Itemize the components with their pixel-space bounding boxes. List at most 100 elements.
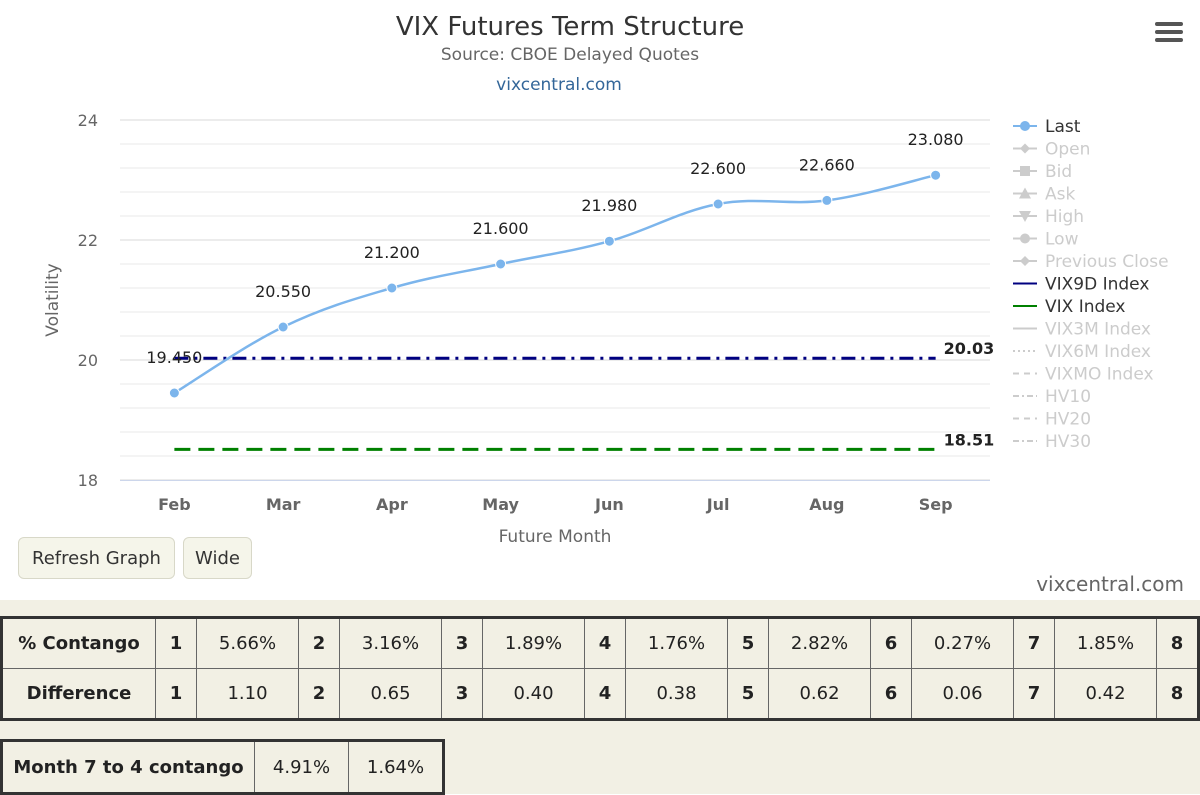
legend-item[interactable]: HV10	[1013, 387, 1091, 407]
month-contango-value: 4.91%	[254, 740, 349, 794]
row-label: Difference	[1, 668, 156, 720]
legend-item[interactable]: Ask	[1013, 185, 1075, 205]
data-point	[277, 321, 289, 333]
legend-label: Open	[1045, 140, 1090, 160]
legend-item[interactable]: Open	[1013, 140, 1090, 160]
cell-value: 2.82%	[768, 617, 871, 669]
x-tick-label: Jul	[706, 495, 730, 514]
data-label: 21.200	[364, 243, 420, 262]
cell-value: 1.10	[196, 668, 299, 720]
month-number: 7	[1013, 668, 1055, 720]
legend-item[interactable]: Last	[1013, 117, 1081, 137]
cell-value: 3.16%	[339, 617, 442, 669]
watermark: vixcentral.com	[1036, 572, 1184, 596]
data-point	[930, 169, 942, 181]
y-tick-label: 22	[78, 231, 98, 250]
month-number: 5	[727, 668, 769, 720]
x-tick-label: Jun	[594, 495, 624, 514]
chart-source-link[interactable]: vixcentral.com	[496, 75, 622, 95]
legend-label: VIX6M Index	[1045, 342, 1151, 362]
legend-marker	[1020, 121, 1030, 131]
month-number: 7	[1013, 617, 1055, 669]
data-label: 19.450	[146, 348, 202, 367]
legend-item[interactable]: VIX6M Index	[1013, 342, 1151, 362]
legend-item[interactable]: VIX Index	[1013, 297, 1126, 317]
cell-value: 0.65	[339, 668, 442, 720]
cell-value: 0.42	[1054, 668, 1157, 720]
data-point	[386, 282, 398, 294]
month-number: 8	[1156, 668, 1199, 720]
data-point	[603, 235, 615, 247]
legend-marker	[1019, 187, 1031, 199]
y-tick-label: 24	[78, 111, 98, 130]
legend-item[interactable]: Bid	[1013, 162, 1072, 182]
month-number: 2	[298, 617, 340, 669]
data-label: 22.660	[799, 155, 855, 174]
legend-item[interactable]: VIX9D Index	[1013, 275, 1149, 295]
wide-button[interactable]: Wide	[183, 537, 252, 579]
month-number: 3	[441, 668, 483, 720]
cell-value: 0.27%	[911, 617, 1014, 669]
cell-value: 1.89%	[482, 617, 585, 669]
term-structure-chart: VIX Futures Term Structure Source: CBOE …	[43, 12, 1169, 547]
legend-label: Low	[1045, 230, 1079, 250]
month-contango-table: Month 7 to 4 contango 4.91% 1.64%	[0, 739, 445, 795]
legend-label: Last	[1045, 117, 1081, 137]
month-number: 4	[584, 668, 626, 720]
legend-marker	[1020, 256, 1030, 266]
y-tick-label: 18	[78, 471, 98, 490]
x-tick-label: Feb	[158, 495, 191, 514]
cell-value: 5.66%	[196, 617, 299, 669]
legend-item[interactable]: VIXMO Index	[1013, 365, 1154, 385]
legend-marker	[1019, 211, 1031, 222]
legend-label: HV10	[1045, 387, 1091, 407]
month-contango-value: 1.64%	[348, 740, 444, 794]
x-tick-label: Mar	[266, 495, 301, 514]
table-row: % Contango 1 5.66% 2 3.16% 3 1.89% 4 1.76% 5 2.82%…	[1, 617, 1199, 669]
legend-item[interactable]: High	[1013, 207, 1084, 227]
x-tick-label: Sep	[919, 495, 953, 514]
legend-item[interactable]: HV20	[1013, 410, 1091, 430]
x-tick-label: May	[482, 495, 519, 514]
legend-label: HV30	[1045, 432, 1091, 452]
contango-table: % Contango 1 5.66% 2 3.16% 3 1.89% 4 1.76% 5 2.82%…	[0, 616, 1200, 721]
legend-label: High	[1045, 207, 1084, 227]
cell-value: 0.62	[768, 668, 871, 720]
legend-label: Previous Close	[1045, 252, 1169, 272]
data-point	[168, 387, 180, 399]
month-number: 6	[870, 668, 912, 720]
month-number: 3	[441, 617, 483, 669]
legend-label: VIX3M Index	[1045, 320, 1151, 340]
row-label: % Contango	[1, 617, 156, 669]
legend-label: Ask	[1045, 185, 1075, 205]
x-tick-label: Aug	[809, 495, 844, 514]
data-point	[495, 258, 507, 270]
x-axis-title: Future Month	[499, 527, 612, 547]
legend-item[interactable]: VIX3M Index	[1013, 320, 1151, 340]
month-number: 1	[155, 617, 197, 669]
data-point	[821, 194, 833, 206]
chart-container: VIX Futures Term Structure Source: CBOE …	[18, 12, 1184, 596]
legend-item[interactable]: HV30	[1013, 432, 1091, 452]
legend-marker	[1020, 166, 1030, 176]
legend-label: VIX Index	[1045, 297, 1126, 317]
y-axis-title: Volatility	[43, 263, 63, 336]
refresh-graph-button[interactable]: Refresh Graph	[18, 537, 175, 579]
cell-value: 0.40	[482, 668, 585, 720]
menu-icon[interactable]	[1155, 22, 1183, 44]
legend-item[interactable]: Low	[1013, 230, 1079, 250]
data-label: 23.080	[908, 130, 964, 149]
legend-label: Bid	[1045, 162, 1072, 182]
data-label: 21.600	[473, 219, 529, 238]
y-tick-label: 20	[78, 351, 98, 370]
table-row: Difference 1 1.10 2 0.65 3 0.40 4 0.38 5 0.62 6 0.06…	[1, 668, 1199, 720]
table-row: Month 7 to 4 contango 4.91% 1.64%	[1, 740, 444, 794]
month-contango-label: Month 7 to 4 contango	[1, 740, 255, 794]
legend-item[interactable]: Previous Close	[1013, 252, 1169, 272]
legend-label: HV20	[1045, 410, 1091, 430]
month-number: 6	[870, 617, 912, 669]
cell-value: 1.85%	[1054, 617, 1157, 669]
cell-value: 0.38	[625, 668, 728, 720]
legend-marker	[1020, 233, 1030, 244]
legend-label: VIX9D Index	[1045, 275, 1149, 295]
